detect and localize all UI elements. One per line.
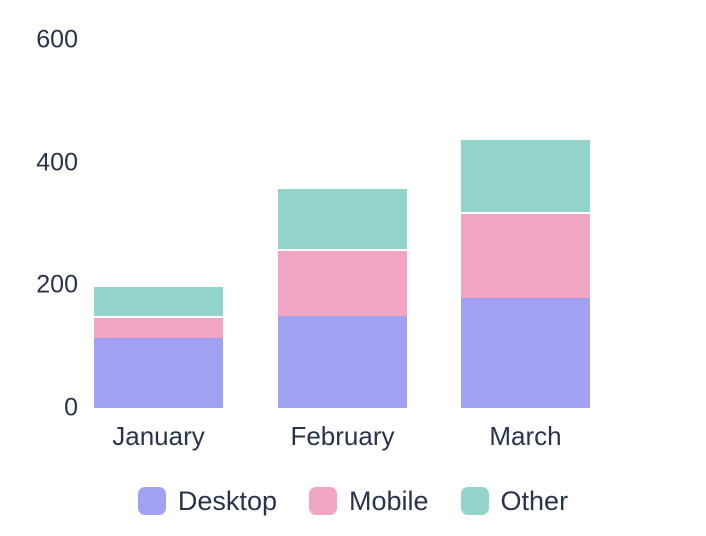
legend-swatch-other	[460, 487, 489, 515]
legend-label-desktop: Desktop	[177, 486, 277, 516]
legend-item-desktop[interactable]: Desktop	[137, 486, 277, 516]
legend-swatch-mobile	[308, 487, 337, 515]
y-axis-tick-label-200: 200	[36, 270, 78, 299]
x-axis-label-january: January	[112, 421, 205, 451]
legend-label-other: Other	[500, 486, 569, 516]
legend-swatch-desktop	[137, 487, 166, 515]
bar-segment-mobile-march[interactable]	[461, 211, 590, 298]
bar-segment-other-march[interactable]	[461, 138, 590, 212]
bar-segment-mobile-february[interactable]	[278, 248, 407, 316]
bar-march	[461, 138, 590, 408]
legend-item-mobile[interactable]: Mobile	[308, 486, 429, 516]
bar-february	[278, 187, 407, 408]
y-axis-tick-label-600: 600	[36, 25, 78, 54]
x-axis-label-february: February	[290, 421, 395, 451]
x-axis-label-march: March	[489, 421, 562, 451]
y-axis-tick-label-400: 400	[36, 148, 78, 177]
bar-segment-other-february[interactable]	[278, 187, 407, 249]
bar-segment-desktop-march[interactable]	[461, 297, 590, 408]
bar-segment-mobile-january[interactable]	[94, 316, 223, 338]
legend: Desktop Mobile Other	[0, 485, 706, 517]
y-axis-tick-label-0: 0	[64, 393, 78, 422]
legend-label-mobile: Mobile	[348, 486, 429, 516]
bar-segment-desktop-january[interactable]	[94, 337, 223, 408]
bar-segment-other-january[interactable]	[94, 285, 223, 316]
bar-january	[94, 285, 223, 408]
bar-segment-desktop-february[interactable]	[278, 316, 407, 408]
legend-item-other[interactable]: Other	[460, 486, 569, 516]
